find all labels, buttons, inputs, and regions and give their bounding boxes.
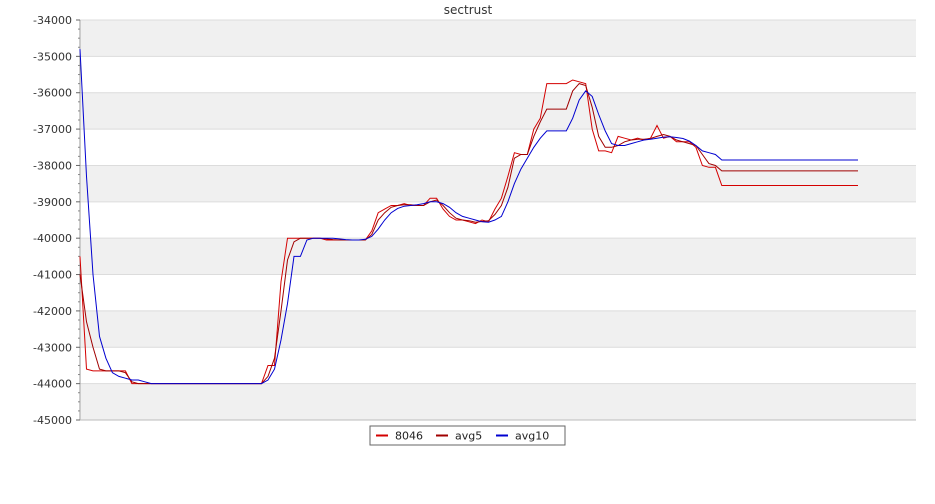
series-line-avg10 [79, 49, 858, 385]
background-band [81, 238, 916, 275]
background-band [81, 129, 916, 166]
y-tick-label: -37000 [33, 123, 72, 136]
background-band [81, 92, 916, 130]
y-tick-label: -38000 [33, 159, 72, 172]
y-tick-label: -45000 [33, 414, 72, 427]
y-tick-label: -39000 [33, 196, 72, 209]
y-tick-label: -36000 [33, 87, 72, 100]
background-band [81, 56, 916, 93]
background-band [81, 201, 916, 239]
legend-label-avg10: avg10 [515, 430, 549, 443]
y-tick-label: -44000 [33, 378, 72, 391]
background-band [81, 165, 916, 202]
background-band [81, 310, 916, 348]
background-band [81, 383, 916, 420]
y-tick-label: -35000 [33, 50, 72, 63]
y-tick-label: -40000 [33, 232, 72, 245]
legend-label-avg5: avg5 [455, 430, 482, 443]
y-ticks: -34000 -35000 -36000 -37000 -38000 -39000 -400… [33, 14, 80, 427]
y-tick-label: -41000 [33, 269, 72, 282]
chart-title: sectrust [444, 3, 493, 17]
background-band [81, 274, 916, 311]
legend-box [369, 425, 566, 446]
background-band [81, 20, 916, 57]
y-tick-label: -34000 [33, 14, 72, 27]
background-bands [81, 20, 916, 420]
y-tick-label: -43000 [33, 341, 72, 354]
legend-label-8046: 8046 [395, 430, 423, 443]
y-tick-label: -42000 [33, 305, 72, 318]
background-band [81, 347, 916, 384]
series-lines [79, 49, 858, 385]
legend: 8046 avg5 avg10 [369, 425, 566, 446]
